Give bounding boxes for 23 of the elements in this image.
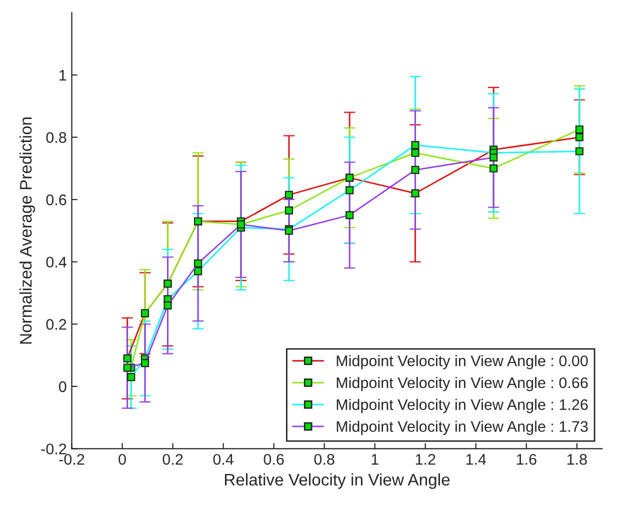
x-tick-label: 0 [118, 454, 126, 465]
y-tick-label: 0 [59, 381, 66, 392]
legend-label: Midpoint Velocity in View Angle : 0.66 [336, 376, 588, 392]
y-tick-label: 1 [60, 70, 66, 80]
y-tick-label: 0.8 [46, 132, 66, 143]
x-tick-label: 0.6 [264, 454, 284, 465]
x-tick-label: 1.6 [516, 454, 536, 465]
x-tick-label: 1 [372, 454, 378, 465]
x-tick-label: 1.4 [466, 454, 486, 465]
y-tick-label: 0.4 [46, 256, 66, 268]
x-tick-label: 0.4 [213, 454, 234, 465]
y-tick-label: 0.2 [46, 318, 66, 330]
x-tick-label: 0.8 [314, 454, 334, 465]
legend-label: Midpoint Velocity in View Angle : 1.26 [336, 398, 588, 414]
legend-label: Midpoint Velocity in View Angle : 1.73 [336, 420, 588, 435]
y-axis-title: Normalized Average Prediction [19, 117, 36, 344]
y-tick-label: -0.2 [41, 444, 66, 454]
x-tick-label: 0.2 [162, 454, 183, 465]
y-tick-label: 0.6 [46, 194, 66, 206]
x-tick-label: 1.8 [567, 454, 587, 465]
x-tick-label: 1.2 [416, 454, 436, 465]
legend-label: Midpoint Velocity in View Angle : 0.00 [336, 355, 588, 370]
x-axis-title: Relative Velocity in View Angle [224, 473, 450, 489]
